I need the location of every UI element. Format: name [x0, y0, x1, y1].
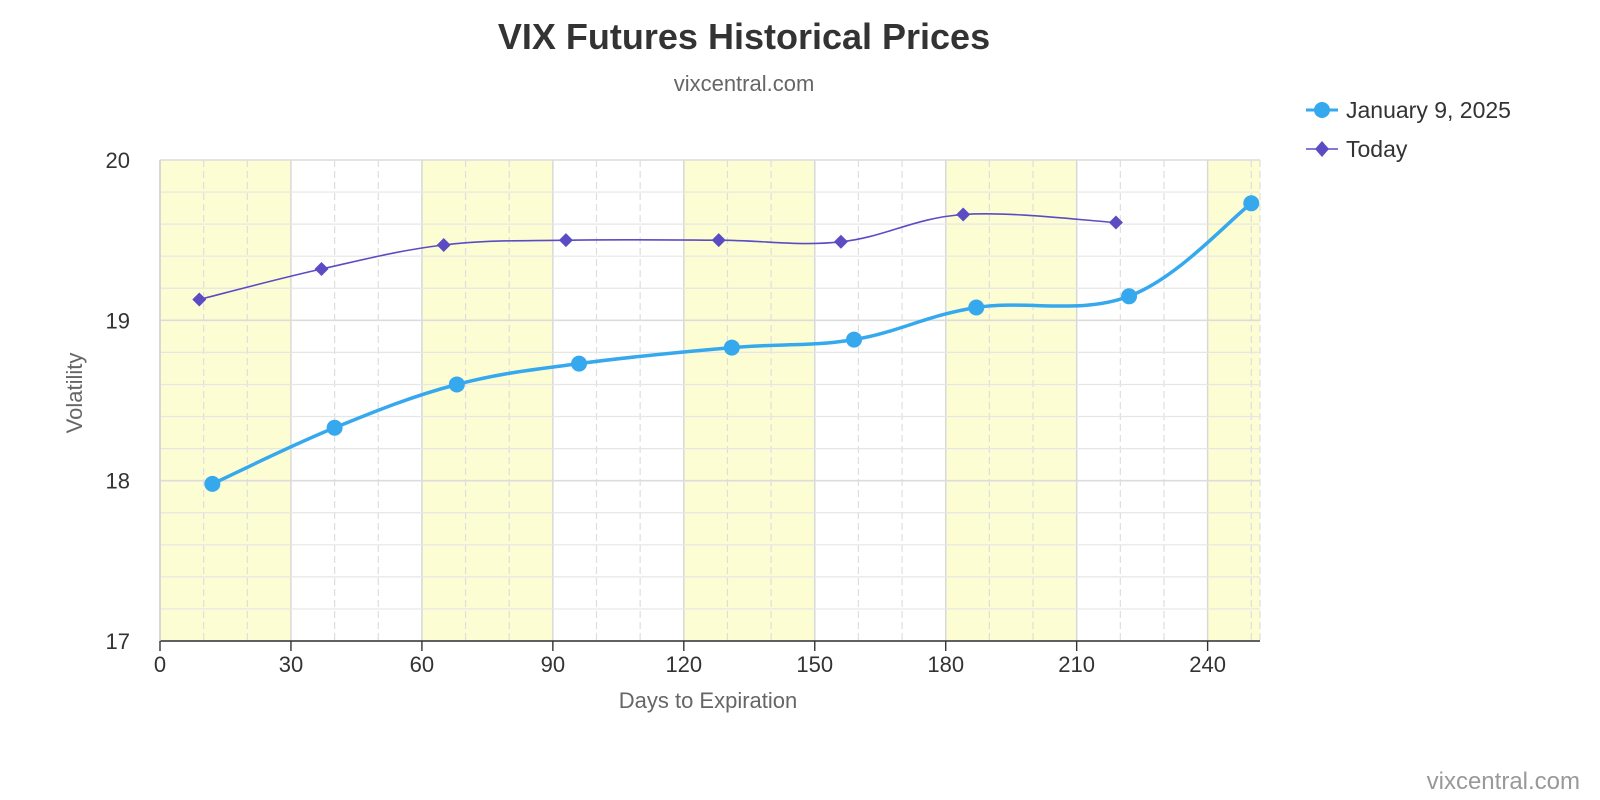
data-point[interactable] — [968, 299, 985, 316]
x-tick-label: 30 — [279, 652, 303, 677]
chart-title: VIX Futures Historical Prices — [498, 16, 990, 57]
x-tick-label: 150 — [796, 652, 833, 677]
x-tick-label: 120 — [665, 652, 702, 677]
plot-band — [421, 160, 553, 641]
data-point[interactable] — [314, 262, 329, 277]
legend-label-january-9-2025: January 9, 2025 — [1346, 97, 1511, 123]
legend-diamond-icon — [1315, 141, 1329, 157]
series-today — [192, 207, 1123, 307]
x-tick-label: 0 — [154, 652, 166, 677]
x-axis-title: Days to Expiration — [619, 688, 798, 713]
y-tick-label: 17 — [106, 629, 130, 654]
legend-label-today: Today — [1346, 136, 1408, 162]
axes: 0 30 60 90 120 150 180 210 240 17 18 19 20 — [106, 148, 1260, 677]
x-tick-label: 210 — [1058, 652, 1095, 677]
data-point[interactable] — [436, 237, 451, 252]
plot-band — [683, 160, 815, 641]
data-point[interactable] — [326, 419, 343, 436]
y-tick-label: 19 — [106, 308, 130, 333]
data-point[interactable] — [204, 475, 221, 492]
data-point[interactable] — [1243, 195, 1260, 212]
y-axis-title: Volatility — [62, 353, 87, 434]
data-point[interactable] — [571, 355, 588, 372]
data-point[interactable] — [956, 207, 971, 222]
data-point[interactable] — [448, 376, 465, 393]
plot-band — [160, 160, 291, 641]
data-point[interactable] — [846, 331, 863, 348]
data-point[interactable] — [711, 233, 726, 248]
data-point[interactable] — [192, 292, 207, 307]
data-point[interactable] — [723, 339, 740, 356]
legend-item-today[interactable]: Today — [1306, 136, 1408, 162]
x-tick-label: 180 — [927, 652, 964, 677]
data-point[interactable] — [558, 233, 573, 248]
x-tick-label: 90 — [541, 652, 565, 677]
legend-item-january-9-2025[interactable]: January 9, 2025 — [1306, 97, 1511, 123]
x-tick-label: 60 — [410, 652, 434, 677]
chart-subtitle: vixcentral.com — [674, 71, 815, 96]
legend-circle-icon — [1314, 102, 1330, 118]
y-tick-label: 20 — [106, 148, 130, 173]
legend: January 9, 2025 Today — [1306, 97, 1511, 162]
series-line — [198, 213, 1117, 301]
x-tick-label: 240 — [1189, 652, 1226, 677]
series-january-9-2025 — [204, 195, 1260, 492]
data-point[interactable] — [833, 234, 848, 249]
data-point[interactable] — [1121, 288, 1138, 305]
data-series — [192, 195, 1260, 492]
data-point[interactable] — [1108, 215, 1123, 230]
credits-link[interactable]: vixcentral.com — [1427, 768, 1580, 795]
y-tick-label: 18 — [106, 469, 130, 494]
shaded-bands — [160, 160, 1260, 641]
plot-band — [945, 160, 1077, 641]
plot-band — [1207, 160, 1260, 641]
